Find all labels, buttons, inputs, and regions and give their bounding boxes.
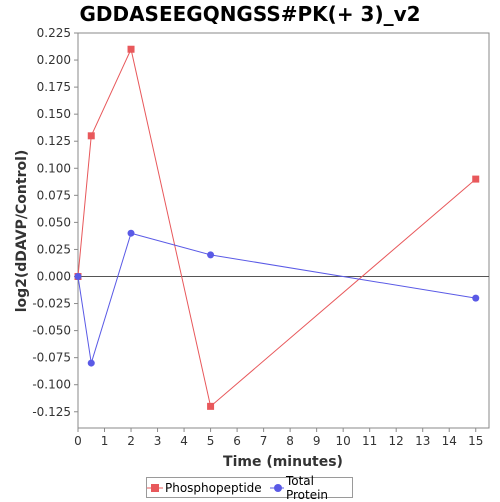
- legend: Phosphopeptide Total Protein: [146, 474, 353, 502]
- x-axis-label: Time (minutes): [223, 454, 343, 470]
- x-tick-label: 3: [154, 434, 162, 448]
- data-point-total-protein: [74, 272, 82, 280]
- data-point-total-protein: [207, 251, 215, 259]
- x-tick-label: 7: [260, 434, 268, 448]
- chart-title: GDDASEEGQNGSS#PK(+ 3)_v2: [79, 2, 421, 26]
- data-point-phosphopeptide: [87, 132, 95, 140]
- y-tick-label: 0.075: [37, 188, 71, 202]
- data-point-phosphopeptide: [207, 402, 215, 410]
- y-tick-label: 0.125: [37, 134, 71, 148]
- data-point-total-protein: [472, 294, 480, 302]
- x-tick-label: 0: [74, 434, 82, 448]
- y-axis-label: log2(dDAVP/Control): [14, 150, 30, 313]
- x-tick-label: 13: [415, 434, 430, 448]
- x-tick-label: 2: [127, 434, 135, 448]
- legend-item-phosphopeptide: Phosphopeptide: [147, 481, 262, 495]
- x-tick-label: 4: [180, 434, 188, 448]
- x-tick-label: 15: [468, 434, 483, 448]
- x-tick-label: 14: [442, 434, 457, 448]
- legend-item-total-protein: Total Protein: [269, 473, 352, 502]
- y-tick-label: -0.075: [32, 351, 71, 365]
- data-point-total-protein: [87, 359, 95, 367]
- series-layer: [74, 45, 480, 410]
- y-tick-label: 0.025: [37, 242, 71, 256]
- y-tick-label: -0.100: [32, 378, 71, 392]
- data-point-total-protein: [127, 229, 135, 237]
- legend-swatch-square-icon: [147, 483, 163, 492]
- x-tick-label: 5: [207, 434, 215, 448]
- x-tick-label: 6: [233, 434, 241, 448]
- plot-area: [77, 32, 490, 429]
- x-tick-label: 12: [389, 434, 404, 448]
- y-tick-label: -0.025: [32, 297, 71, 311]
- x-tick-label: 10: [336, 434, 351, 448]
- y-tick-label: -0.050: [32, 324, 71, 338]
- y-tick-label: 0.050: [37, 215, 71, 229]
- y-tick-label: 0.225: [37, 26, 71, 40]
- y-tick-label: -0.125: [32, 405, 71, 419]
- data-point-phosphopeptide: [127, 45, 135, 53]
- y-tick-label: 0.175: [37, 80, 71, 94]
- x-tick-label: 8: [286, 434, 294, 448]
- legend-swatch-circle-icon: [269, 483, 284, 492]
- x-tick-label: 9: [313, 434, 321, 448]
- data-point-phosphopeptide: [472, 175, 480, 183]
- x-tick-label: 11: [362, 434, 377, 448]
- y-tick-label: 0.100: [37, 161, 71, 175]
- y-tick-label: 0.000: [37, 269, 71, 283]
- x-tick-label: 1: [101, 434, 109, 448]
- y-tick-label: 0.150: [37, 107, 71, 121]
- legend-label-phosphopeptide: Phosphopeptide: [165, 480, 262, 495]
- axes: -0.125 -0.100 -0.075 -0.050 -0.025 0.000 0.025…: [32, 26, 489, 448]
- legend-label-total-protein: Total Protein: [285, 473, 329, 502]
- y-tick-label: 0.200: [37, 53, 71, 67]
